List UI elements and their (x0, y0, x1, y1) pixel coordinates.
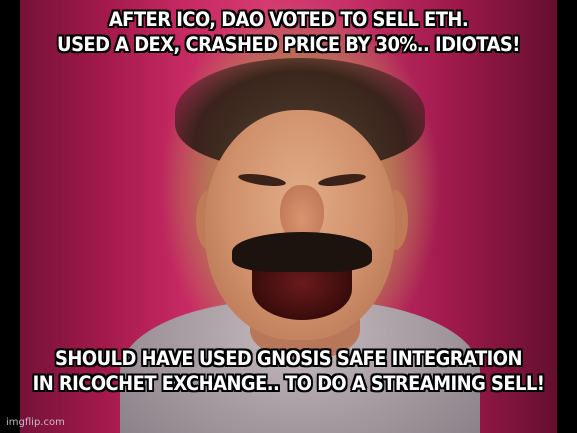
mustache (232, 232, 372, 272)
imgflip-watermark: imgflip.com (6, 416, 65, 430)
top-caption: AFTER ICO, DAO VOTED TO SELL ETH. USED A… (30, 7, 546, 57)
bottom-caption-line-2: IN RICOCHET EXCHANGE.. TO DO A STREAMING… (30, 371, 546, 396)
bottom-caption: SHOULD HAVE USED GNOSIS SAFE INTEGRATION… (30, 346, 546, 396)
top-caption-line-1: AFTER ICO, DAO VOTED TO SELL ETH. (30, 7, 546, 32)
left-letterbox-bar (0, 0, 20, 433)
bottom-caption-line-1: SHOULD HAVE USED GNOSIS SAFE INTEGRATION (30, 346, 546, 371)
top-caption-line-2: USED A DEX, CRASHED PRICE BY 30%.. IDIOT… (30, 32, 546, 57)
right-letterbox-bar (557, 0, 577, 433)
